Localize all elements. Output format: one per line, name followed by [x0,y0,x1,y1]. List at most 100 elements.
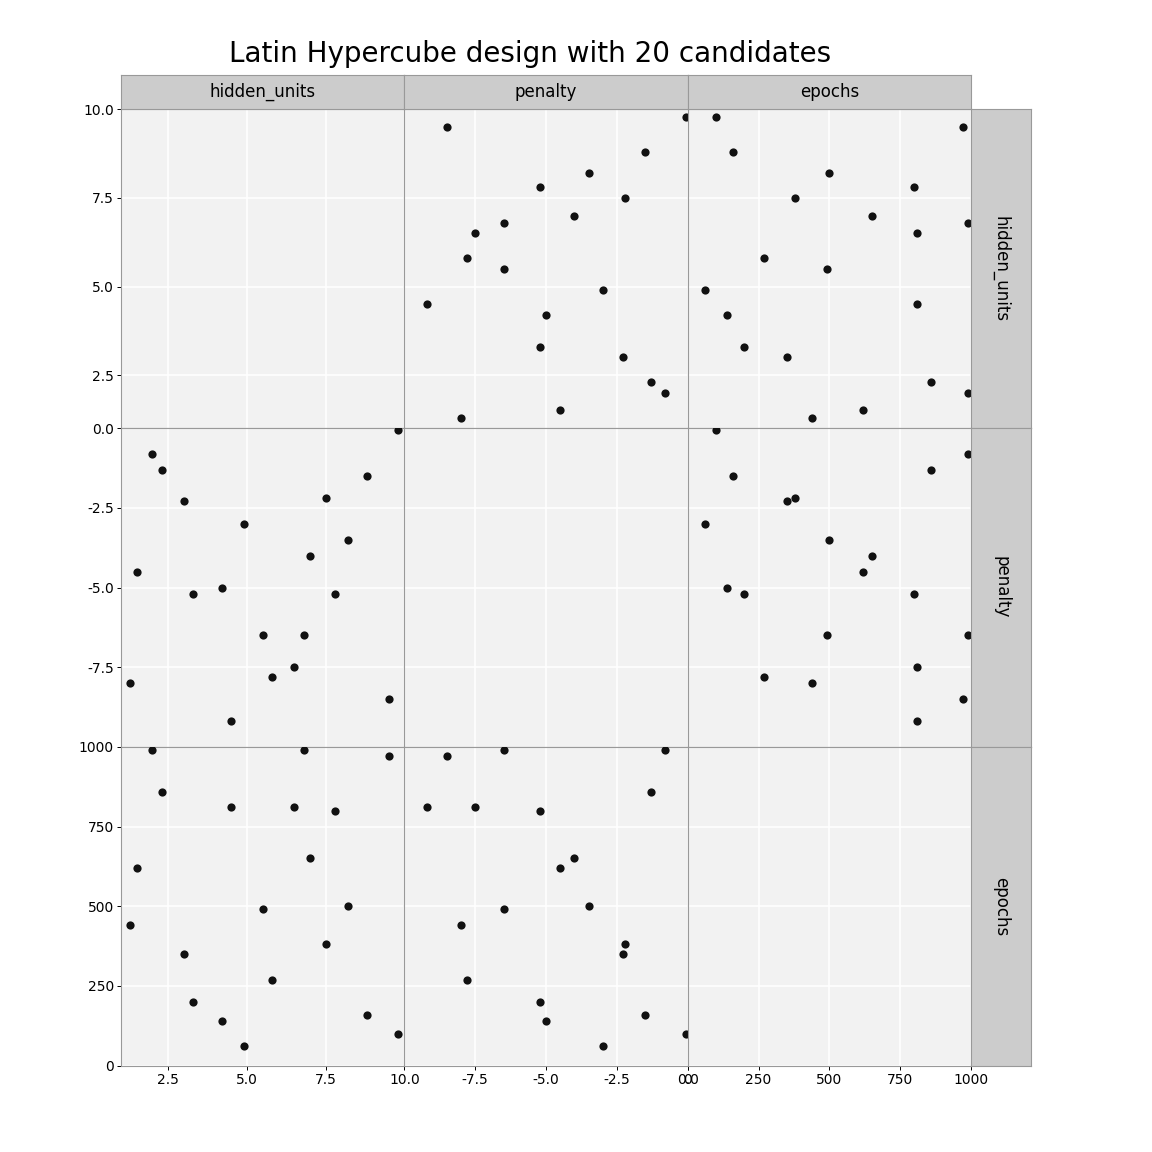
Point [222,712,241,730]
Point [551,401,569,419]
Point [579,897,598,916]
Point [253,627,272,645]
Point [863,206,881,225]
Point [755,249,773,267]
Point [494,741,513,759]
Point [723,467,742,485]
Point [636,1006,654,1024]
Point [457,970,476,988]
Point [655,741,674,759]
Point [735,585,753,604]
Point [954,118,972,136]
Point [143,445,161,463]
Point [494,213,513,232]
Point [128,858,146,877]
Point [253,900,272,918]
Point [263,667,281,685]
Point [452,916,470,934]
Point [452,408,470,426]
Point [531,179,550,197]
Point [863,546,881,564]
Point [579,164,598,182]
Point [613,945,631,963]
Point [263,970,281,988]
Point [531,993,550,1011]
Point [285,798,303,817]
Point [531,802,550,820]
Point [613,348,631,366]
Point [301,849,319,867]
Point [818,259,836,278]
Point [389,420,408,439]
Point [718,305,736,324]
Point [128,562,146,581]
Point [905,585,924,604]
Point [212,1011,230,1030]
Point [212,578,230,597]
Point [905,179,924,197]
Point [379,690,397,708]
Point [222,798,241,817]
Point [438,118,456,136]
Point [818,627,836,645]
Point [696,515,714,533]
Point [551,858,569,877]
Point [655,384,674,402]
Point [494,900,513,918]
Point [960,445,978,463]
Point [786,189,804,207]
Point [696,281,714,300]
Point [718,578,736,597]
Point [593,1037,612,1055]
Point [855,401,873,419]
Point [465,798,484,817]
Point [855,562,873,581]
Point [418,295,437,313]
Point [326,585,344,604]
Point [778,348,796,366]
Text: hidden_units: hidden_units [210,83,316,101]
Point [143,741,161,759]
Point [301,546,319,564]
Point [184,993,203,1011]
Point [960,213,978,232]
Point [960,384,978,402]
Point [317,490,335,508]
Point [803,408,821,426]
Point [755,667,773,685]
Point [642,782,660,801]
Point [531,338,550,356]
Point [121,916,139,934]
Point [357,1006,376,1024]
Point [121,674,139,692]
Point [778,492,796,510]
Point [537,305,555,324]
Point [723,143,742,161]
Point [317,935,335,954]
Point [438,748,456,766]
Point [820,530,839,548]
Text: epochs: epochs [799,83,859,101]
Point [537,1011,555,1030]
Text: penalty: penalty [515,83,577,101]
Point [465,225,484,243]
Point [357,467,376,485]
Text: epochs: epochs [992,877,1010,935]
Point [954,690,972,708]
Point [494,259,513,278]
Point [593,281,612,300]
Point [566,849,584,867]
Point [908,658,926,676]
Point [418,798,437,817]
Point [566,206,584,225]
Point [339,897,357,916]
Point [908,225,926,243]
Point [642,373,660,392]
Point [636,143,654,161]
Point [786,490,804,508]
Point [379,748,397,766]
Point [908,295,926,313]
Point [735,338,753,356]
Point [908,712,926,730]
Text: penalty: penalty [992,556,1010,619]
